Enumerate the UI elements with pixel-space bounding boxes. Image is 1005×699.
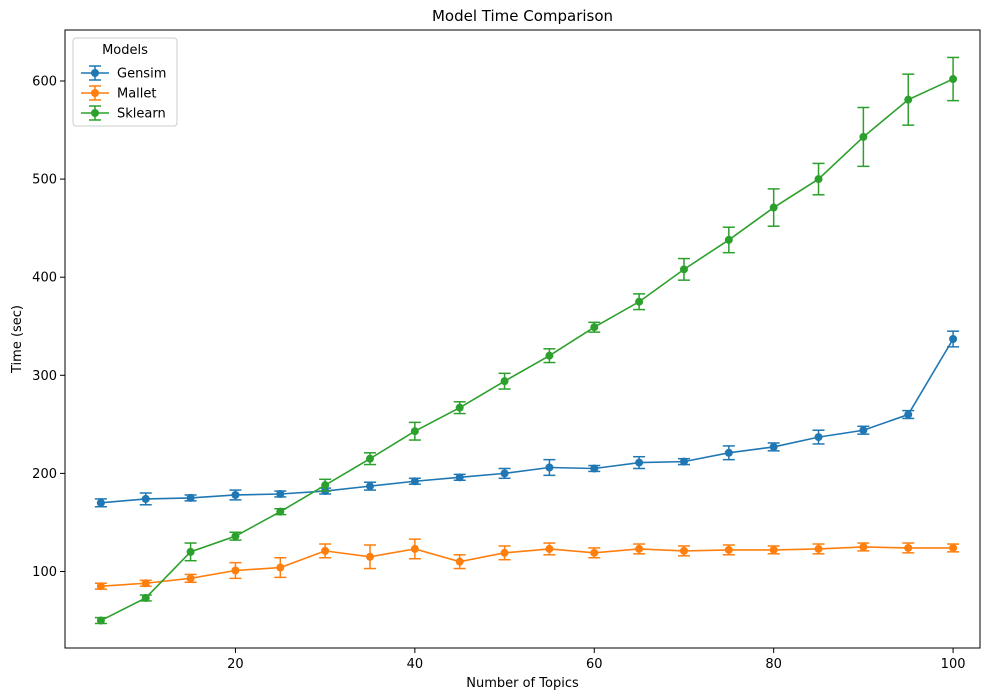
data-point [231, 566, 240, 575]
series-line [100, 338, 954, 504]
data-point [500, 548, 509, 557]
data-point [769, 442, 778, 451]
data-point [141, 579, 150, 588]
y-tick-label: 500 [32, 173, 57, 188]
series-gensim [94, 330, 960, 508]
data-point [724, 235, 733, 244]
legend-box [72, 37, 178, 127]
legend: Models Gensim Mallet Sklearn [72, 37, 178, 127]
data-point [814, 175, 823, 184]
data-point [679, 546, 688, 555]
data-point [366, 482, 374, 491]
data-point [321, 546, 330, 555]
data-point [545, 351, 554, 360]
data-point [635, 297, 644, 306]
y-tick-label: 600 [32, 75, 57, 90]
data-point [276, 563, 285, 572]
legend-label: Sklearn [117, 107, 166, 122]
legend-item-mallet: Mallet [81, 85, 157, 102]
data-point [590, 548, 599, 557]
data-point [276, 489, 285, 498]
x-tick-label: 40 [407, 657, 424, 672]
data-point [276, 507, 285, 516]
data-point [724, 545, 733, 554]
x-axis: 20 40 60 80 100 [227, 648, 966, 672]
series-line [100, 78, 954, 622]
data-point [455, 557, 464, 566]
data-point [455, 473, 464, 482]
data-point [500, 469, 509, 478]
data-point [96, 582, 105, 591]
data-point [231, 532, 240, 541]
series-mallet [94, 538, 960, 591]
legend-item-gensim: Gensim [81, 65, 166, 82]
chart-title: Model Time Comparison [432, 7, 613, 25]
data-point [724, 448, 733, 457]
data-point [186, 547, 195, 556]
data-point [410, 477, 419, 486]
data-point [366, 454, 374, 463]
y-tick-label: 100 [32, 565, 57, 580]
data-point [455, 403, 464, 412]
data-point [545, 463, 554, 472]
data-point [500, 377, 509, 386]
plot-area [64, 29, 981, 649]
data-point [366, 552, 374, 561]
data-point [410, 544, 419, 553]
data-point [321, 481, 330, 490]
data-point [814, 544, 823, 553]
data-point [859, 426, 868, 435]
legend-label: Gensim [117, 67, 166, 82]
legend-item-sklearn: Sklearn [81, 105, 166, 122]
legend-label: Mallet [117, 87, 157, 102]
data-point [186, 574, 195, 583]
plot-frame [64, 29, 981, 649]
x-tick-label: 20 [227, 657, 244, 672]
x-tick-label: 60 [586, 657, 603, 672]
data-point [635, 544, 644, 553]
data-point [590, 464, 599, 473]
data-point [410, 427, 419, 436]
data-point [186, 493, 195, 502]
legend-marker [91, 69, 99, 77]
data-point [904, 410, 913, 419]
data-point [96, 498, 105, 507]
data-point [769, 203, 778, 212]
data-point [904, 543, 913, 552]
series-sklearn [94, 56, 960, 625]
data-point [679, 265, 688, 274]
data-point [545, 544, 554, 553]
data-point [949, 75, 958, 84]
series-line [100, 546, 954, 587]
data-point [949, 335, 958, 343]
data-point [590, 323, 599, 332]
data-point [635, 458, 644, 467]
data-point [141, 494, 150, 503]
x-tick-label: 80 [765, 657, 782, 672]
y-tick-label: 200 [32, 467, 57, 482]
legend-title: Models [102, 43, 148, 58]
data-point [679, 457, 688, 466]
data-point [859, 132, 868, 141]
y-tick-label: 300 [32, 369, 57, 384]
data-point [231, 490, 240, 499]
x-tick-label: 100 [941, 657, 966, 672]
data-point [769, 545, 778, 554]
data-point [814, 433, 823, 442]
data-point [96, 616, 105, 625]
y-axis: 100 200 300 400 500 600 [32, 75, 65, 580]
y-tick-label: 400 [32, 271, 57, 286]
data-point [141, 593, 150, 602]
data-point [859, 542, 868, 551]
legend-marker [91, 109, 99, 117]
x-axis-label: Number of Topics [466, 676, 579, 691]
data-point [949, 543, 958, 552]
legend-marker [91, 89, 99, 97]
y-axis-label: Time (sec) [10, 305, 25, 374]
data-point [904, 95, 913, 104]
